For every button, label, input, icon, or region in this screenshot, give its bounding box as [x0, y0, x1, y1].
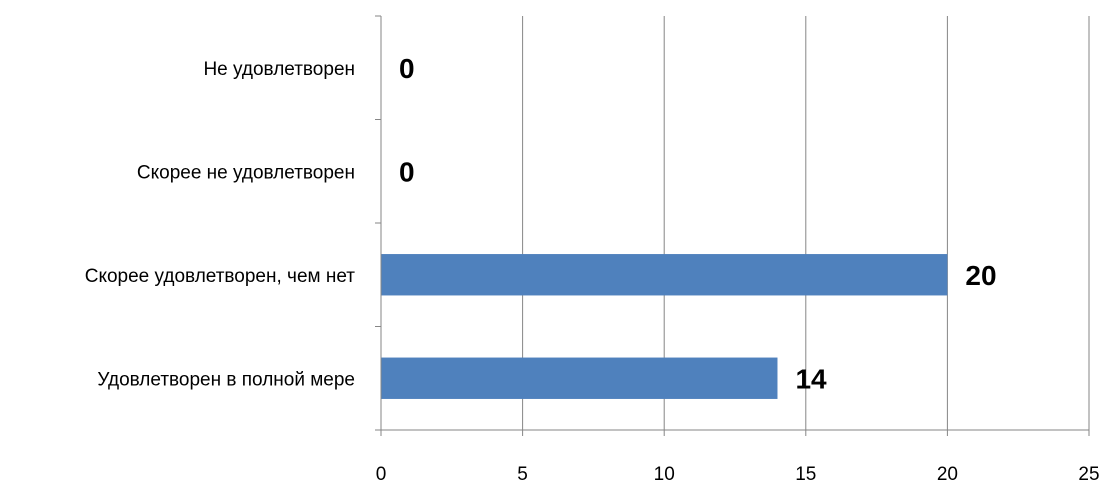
x-tick-label: 20	[937, 464, 958, 482]
bar-2	[381, 254, 948, 296]
category-label: Скорее не удовлетворен	[137, 162, 355, 183]
axes	[375, 15, 1090, 436]
x-tick-label: 25	[1078, 464, 1099, 482]
category-label: Скорее удовлетворен, чем нет	[85, 266, 356, 287]
category-label: Удовлетворен в полной мере	[97, 369, 355, 390]
data-label: 0	[399, 156, 415, 187]
bar-3	[381, 357, 778, 399]
data-label: 0	[399, 53, 415, 84]
data-label: 14	[795, 363, 827, 394]
x-tick-label: 15	[795, 464, 816, 482]
data-label: 20	[965, 260, 996, 291]
x-tick-labels: 0 5 10 15 20 25	[376, 464, 1100, 482]
bars	[381, 254, 948, 399]
category-label: Не удовлетворен	[203, 59, 355, 80]
x-tick-label: 10	[654, 464, 675, 482]
data-labels: 0 0 20 14	[399, 53, 997, 395]
x-tick-label: 5	[517, 464, 528, 482]
x-tick-label: 0	[376, 464, 387, 482]
category-labels: Не удовлетворен Скорее не удовлетворен Ско…	[85, 59, 356, 391]
